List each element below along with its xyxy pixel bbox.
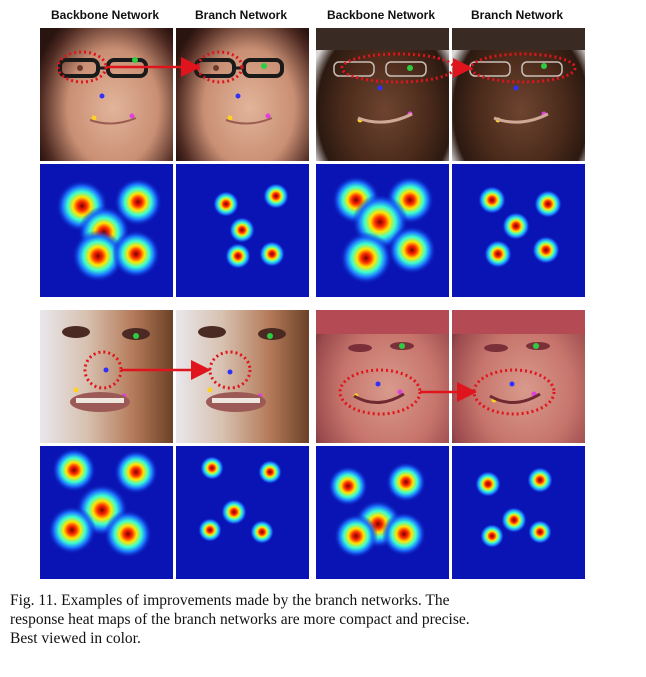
heatmap-backbone-3 bbox=[40, 446, 173, 579]
figure-caption: Fig. 11. Examples of improvements made b… bbox=[10, 591, 636, 648]
landmark-point-yellow bbox=[91, 115, 97, 121]
caption-line-3: Best viewed in color. bbox=[10, 630, 141, 647]
heatmap-backbone-4 bbox=[316, 446, 449, 579]
heatmap-backbone-2 bbox=[316, 164, 449, 297]
header-branch-network-left: Branch Network bbox=[194, 8, 288, 22]
face-image-woman-branch bbox=[176, 310, 309, 443]
landmark-point-magenta bbox=[129, 113, 135, 119]
face-image-glasses-man-backbone bbox=[40, 28, 173, 161]
heatmap-branch-4 bbox=[452, 446, 585, 579]
heatmap-branch-1 bbox=[176, 164, 309, 297]
face-image-cap-man-backbone bbox=[316, 28, 449, 161]
landmark-point-green bbox=[132, 57, 138, 63]
caption-line-1: Fig. 11. Examples of improvements made b… bbox=[10, 592, 450, 609]
header-backbone-network-left: Backbone Network bbox=[50, 8, 160, 22]
heatmap-branch-3 bbox=[176, 446, 309, 579]
heatmap-branch-2 bbox=[452, 164, 585, 297]
face-image-cap-man-branch bbox=[452, 28, 585, 161]
face-image-hat-man-backbone bbox=[316, 310, 449, 443]
header-branch-network-right: Branch Network bbox=[470, 8, 564, 22]
heatmap-backbone-1 bbox=[40, 164, 173, 297]
face-image-woman-backbone bbox=[40, 310, 173, 443]
caption-line-2: response heat maps of the branch network… bbox=[10, 611, 470, 628]
face-image-glasses-man-branch bbox=[176, 28, 309, 161]
landmark-point-blue bbox=[99, 93, 105, 99]
header-backbone-network-right: Backbone Network bbox=[326, 8, 436, 22]
face-image-hat-man-branch bbox=[452, 310, 585, 443]
